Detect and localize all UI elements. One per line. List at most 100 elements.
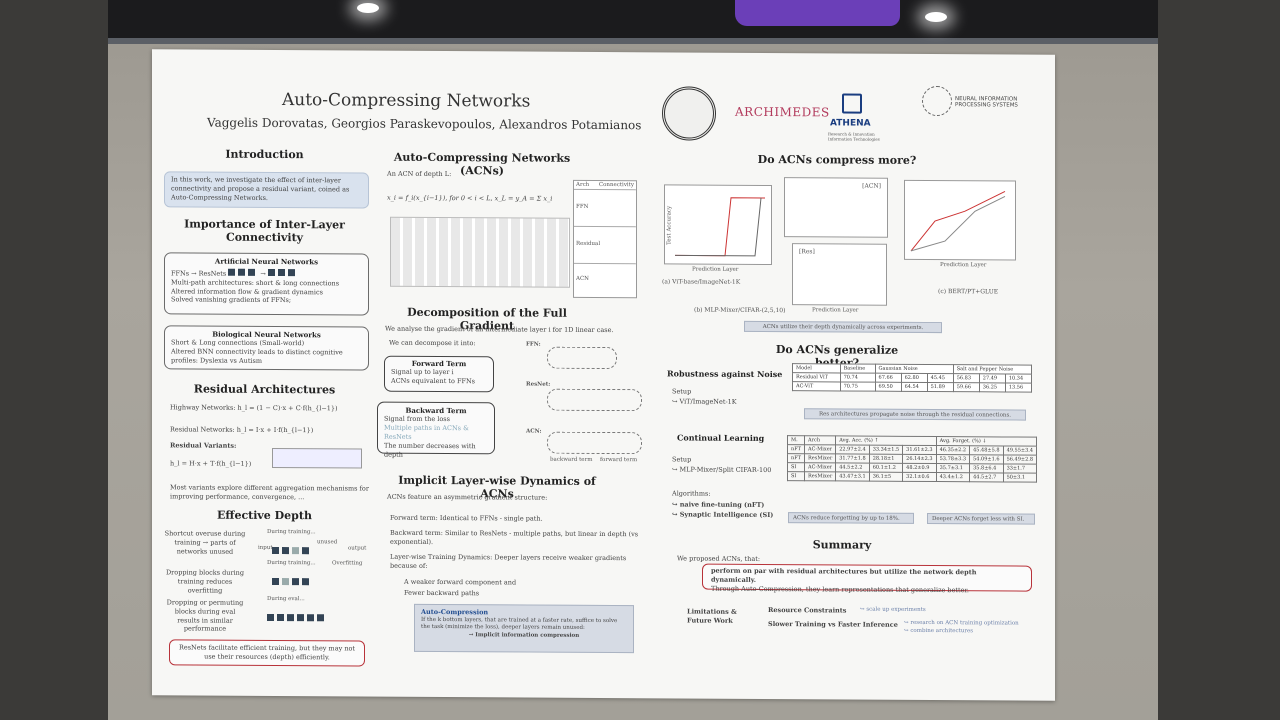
- summary-item: perform on par with residual architectur…: [711, 566, 977, 584]
- implicit-intro: ACNs feature an asymmetric gradient stru…: [387, 492, 548, 502]
- residual-item: Highway Networks: h_l = (1 − C)·x + C·f(…: [170, 403, 338, 413]
- mixer-res-plot: [Res]: [792, 243, 887, 306]
- limits-note: ↪ scale up experiments: [860, 606, 926, 613]
- university-seal-logo: [662, 86, 716, 141]
- continual-item: ↪ MLP-Mixer/Split CIFAR-100: [672, 465, 772, 475]
- ann-heading: Artificial Neural Networks: [214, 256, 319, 267]
- cl-header: Arch: [804, 435, 836, 445]
- implicit-subitem: A weaker forward component and: [404, 577, 517, 587]
- acn-architecture-diagram: [390, 216, 570, 288]
- effective-depth-diagram: [272, 570, 312, 589]
- noise-header: Model: [792, 363, 841, 373]
- left-dark-border: [0, 0, 108, 720]
- plot-axis-label: Prediction Layer: [692, 266, 739, 273]
- effective-item: Dropping or permuting blocks during eval…: [166, 598, 244, 633]
- conn-row: Residual: [574, 226, 636, 265]
- conn-header: Connectivity: [598, 181, 634, 189]
- effective-label: Overfitting: [332, 560, 363, 567]
- effective-label: During eval...: [267, 595, 305, 603]
- noise-header: Gaussian Noise: [875, 364, 954, 374]
- cl-header: M.: [787, 435, 805, 445]
- continual-item: Setup: [672, 455, 692, 464]
- athena-logo: ATHENA: [830, 118, 871, 129]
- plot-tag: [Res]: [799, 248, 815, 256]
- bert-plot-svg: [910, 191, 1006, 252]
- effective-label: During training...: [267, 559, 316, 567]
- effective-label: During training...: [267, 528, 316, 536]
- noise-row: AC-ViT 70.75 69.50 64.54 51.89 59.66 36.25 13.5…: [792, 381, 1032, 393]
- effective-item: Shortcut overuse during training → parts…: [164, 529, 246, 556]
- effective-label: output: [348, 545, 367, 552]
- summary-heading: Summary: [812, 538, 872, 552]
- ceiling-light: [925, 12, 947, 22]
- effective-label: unused: [317, 539, 338, 546]
- implicit-subitem: Fewer backward paths: [404, 588, 480, 598]
- right-dark-border: [1158, 0, 1280, 720]
- continual-heading: Continual Learning: [677, 432, 765, 443]
- cl-row: SI ResMixer 43.47±3.1 36.1±5 32.1±0.6 43.4±1.…: [787, 471, 1037, 483]
- neurips-logo: NEURAL INFORMATION PROCESSING SYSTEMS: [955, 96, 1018, 109]
- bert-plot: [904, 179, 1016, 261]
- effective-depth-diagram: [272, 539, 312, 558]
- robustness-item: Setup: [672, 387, 692, 396]
- resnet-gradient-formula: [547, 388, 642, 412]
- vit-plot-svg: [675, 197, 765, 257]
- purple-banner: [735, 0, 900, 26]
- introduction-heading: Introduction: [225, 147, 304, 162]
- conn-row: ACN: [576, 275, 589, 282]
- archimedes-logo: ARCHIMEDES: [735, 104, 830, 120]
- implicit-item: Forward term: Identical to FFNs - single…: [390, 513, 543, 523]
- forward-term-item: ACNs equivalent to FFNs: [391, 376, 476, 386]
- residual-item: Residual Variants:: [170, 441, 237, 450]
- cl-note-right: Deeper ACNs forget less with SI.: [927, 512, 1035, 525]
- resnet-note-box: ResNets facilitate efficient training, b…: [169, 639, 365, 667]
- robustness-item: ↪ ViT/ImageNet-1K: [672, 397, 737, 406]
- residual-heading: Residual Architectures: [193, 382, 336, 397]
- limits-item: Slower Training vs Faster Inference: [768, 620, 898, 629]
- ann-bullet: Solved vanishing gradients of FFNs;: [171, 295, 292, 305]
- ann-box: Artificial Neural Networks FFNs → ResNet…: [164, 252, 369, 316]
- athena-logo-mark: [842, 93, 862, 114]
- summary-intro: We proposed ACNs, that:: [677, 554, 761, 563]
- summary-box: perform on par with residual architectur…: [702, 563, 1032, 594]
- limits-item: Resource Constraints: [768, 606, 847, 615]
- implicit-item: Backward term: Similar to ResNets - mult…: [390, 528, 639, 546]
- compress-note: ACNs utilize their depth dynamically acr…: [744, 320, 942, 334]
- research-poster: Auto-Compressing Networks Vaggelis Dorov…: [152, 49, 1055, 701]
- auto-compression-box: Auto-Compression If the k bottom layers,…: [414, 603, 634, 654]
- gradient-label: ResNet:: [526, 381, 551, 388]
- neurips-logo-mark: [922, 85, 952, 117]
- compress-heading: Do ACNs compress more?: [757, 152, 917, 167]
- bnn-box: Biological Neural Networks Short & Long …: [164, 325, 369, 371]
- backward-term-item: The number decreases with depth: [384, 441, 476, 459]
- variants-note: Most variants explore different aggregat…: [170, 483, 369, 501]
- athena-subtitle: Research & Innovation Information Techno…: [828, 131, 880, 142]
- auto-compression-text: If the k bottom layers, that are trained…: [421, 616, 618, 632]
- plot-caption: (c) BERT/PT+GLUE: [938, 288, 999, 296]
- continual-item: Algorithms:: [672, 489, 711, 498]
- plot-tag: [ACN]: [862, 182, 881, 190]
- continual-item: ↪ naive fine-tuning (nFT): [672, 500, 765, 509]
- acn-definition: An ACN of depth L:: [387, 169, 452, 179]
- limits-heading: Limitations & Future Work: [687, 607, 737, 625]
- conn-row: FFN: [574, 189, 636, 228]
- noise-header: Salt and Pepper Noise: [953, 364, 1032, 375]
- gradient-label: ACN:: [526, 428, 542, 435]
- robustness-heading: Robustness against Noise: [667, 368, 783, 380]
- continual-table: M. Arch Avg. Acc. (%) ↑ Avg. Forget. (%) ↓ …: [787, 435, 1037, 483]
- limits-note: ↪ combine architectures: [904, 627, 974, 635]
- gradient-decomposition: We can decompose it into:: [389, 338, 476, 348]
- backward-term-item: Multiple paths in ACNs & ResNets: [384, 423, 469, 441]
- forward-term-box: Forward Term Signal up to layer i ACNs e…: [384, 355, 494, 393]
- mixer-acn-plot: [ACN]: [784, 177, 888, 238]
- backward-term-box: Backward Term Signal from the loss Multi…: [377, 401, 495, 458]
- gradient-label: forward term: [600, 456, 638, 464]
- noise-header: Baseline: [840, 363, 876, 374]
- noise-table: Model Baseline Gaussian Noise Salt and Pepp…: [792, 363, 1032, 393]
- bnn-bullet: Altered BNN connectivity leads to distin…: [171, 347, 343, 365]
- acn-equation: x_i = f_i(x_{i−1}), for 0 < i < L, x_L =…: [387, 193, 553, 203]
- gradient-intro: We analyse the gradient of an intermedia…: [385, 324, 614, 335]
- ceiling-light: [357, 3, 379, 13]
- plot-axis-label: Test Accuracy: [666, 205, 673, 245]
- connectivity-table: Arch Connectivity FFN Residual ACN: [573, 179, 637, 299]
